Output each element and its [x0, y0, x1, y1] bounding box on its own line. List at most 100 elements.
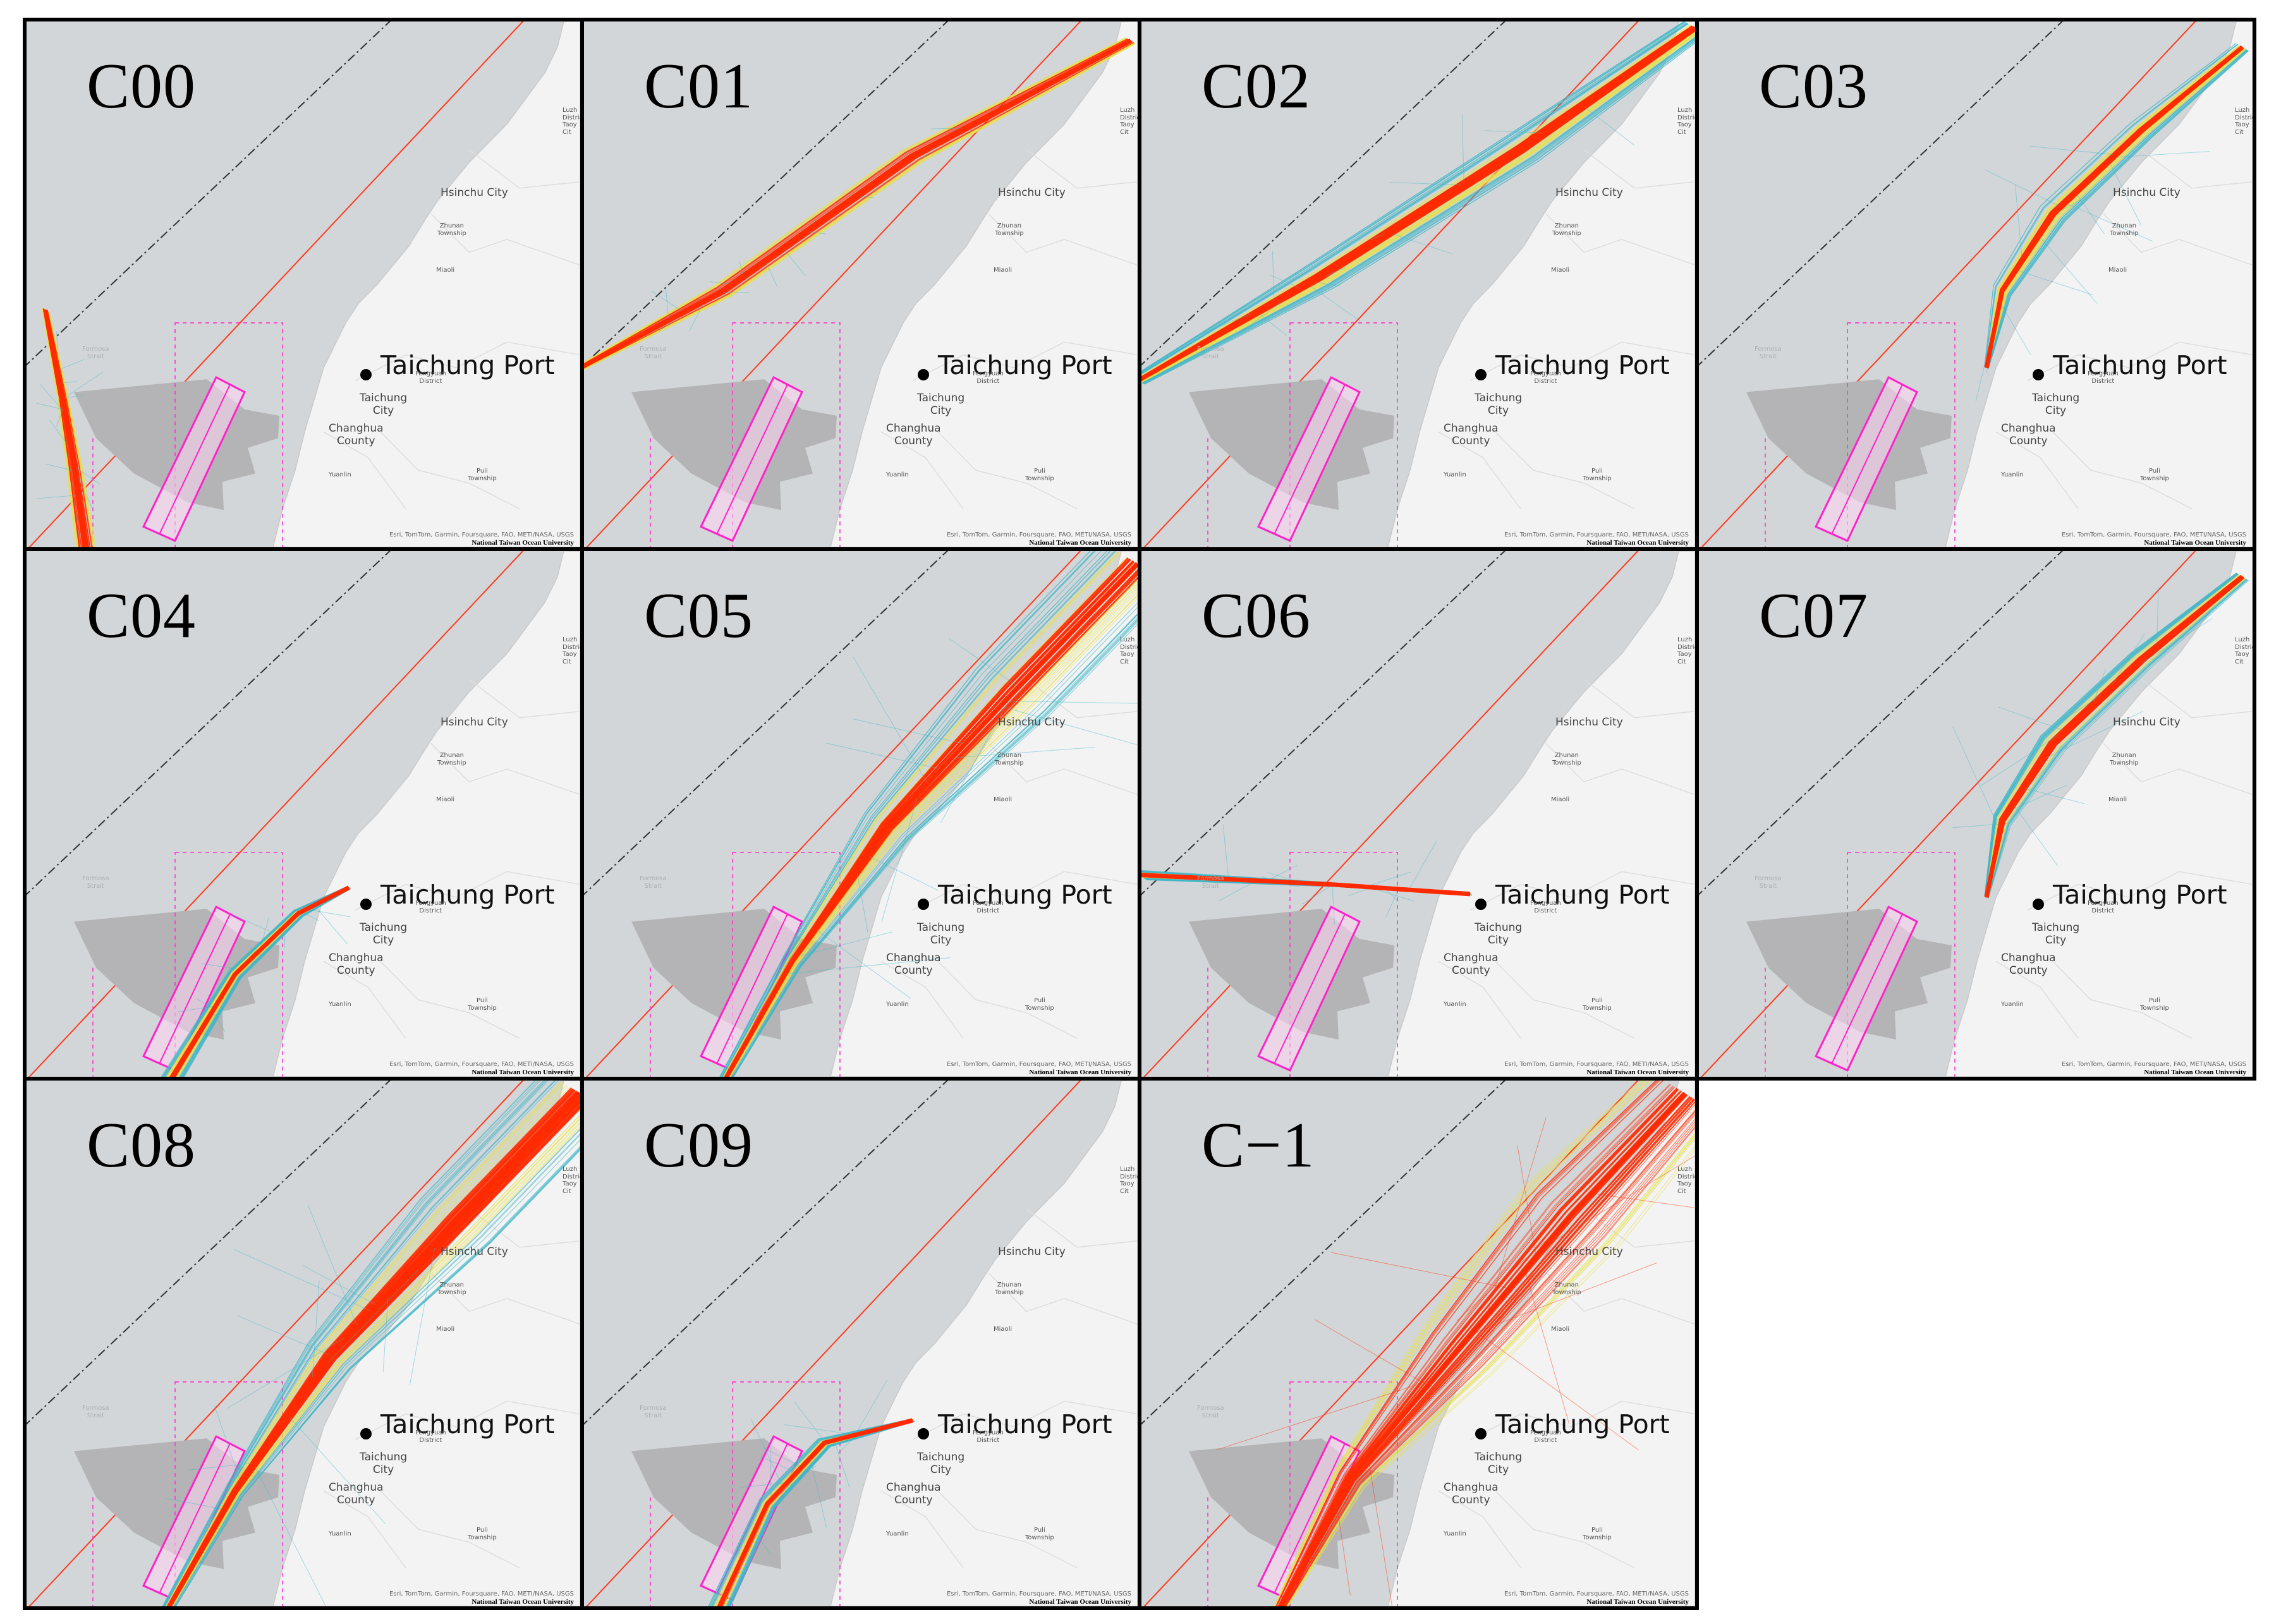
vessel-track-stray	[651, 291, 684, 313]
vessel-track	[173, 1133, 580, 1606]
place-taoyuan: Luzh District Taoy Cit	[1120, 1166, 1141, 1195]
vessel-track	[43, 308, 80, 547]
vessel-track-stray	[1591, 1192, 1695, 1208]
vessel-track	[721, 551, 1111, 1077]
port-label: Taichung Port	[380, 1409, 555, 1439]
place-miaoli: Miaoli	[1551, 796, 1570, 803]
planning-zone	[1289, 322, 1398, 547]
vessel-track	[1985, 573, 2238, 897]
map-canvas	[584, 21, 1138, 547]
vessel-track-stray	[2131, 618, 2213, 670]
panel-label: C07	[1759, 580, 1869, 651]
place-zhunan: Zhunan Township	[1552, 752, 1581, 767]
vessel-track-core	[1984, 45, 2244, 368]
vessel-track	[1141, 25, 1691, 377]
vessel-track	[1985, 45, 2241, 368]
map-panel-c09: C09 Taichung Port Hsinchu City Zhunan Tow…	[580, 1077, 1141, 1610]
vessel-track-stray	[312, 1280, 320, 1382]
land-roads	[323, 679, 580, 1039]
vessel-track	[1985, 574, 2239, 897]
vessel-track-stray	[1005, 700, 1138, 704]
vessel-track-stray	[952, 746, 1095, 758]
place-hsinchu: Hsinchu City	[998, 716, 1066, 729]
place-yuanlin: Yuanlin	[2001, 471, 2024, 478]
map-panel-c00: C00 Taichung Port Hsinchu City Zhunan Tow…	[23, 18, 584, 551]
vessel-track-stray	[2007, 784, 2067, 813]
place-puli: Puli Township	[1583, 997, 1612, 1012]
vessel-track-stray	[785, 957, 951, 974]
vessel-track-stray	[1311, 281, 1341, 287]
port-label: Taichung Port	[380, 350, 555, 380]
vessel-track-stray	[665, 282, 669, 320]
vessel-track-stray	[1985, 169, 2061, 207]
map-canvas	[27, 21, 580, 547]
port-marker	[1475, 899, 1487, 910]
place-yuanlin: Yuanlin	[1444, 1001, 1466, 1008]
vessel-track	[47, 311, 93, 547]
map-credit: Esri, TomTom, Garmin, Foursquare, FAO, M…	[946, 1591, 1131, 1597]
boundary-line	[1143, 551, 1639, 1077]
place-hsinchu: Hsinchu City	[1555, 186, 1623, 199]
place-taichung: Taichung City	[360, 921, 408, 947]
place-zhunan: Zhunan Township	[437, 1282, 466, 1296]
vessel-track-stray	[1315, 1319, 1428, 1386]
traffic-separation-scheme	[1814, 376, 1918, 542]
map-credit: Esri, TomTom, Garmin, Foursquare, FAO, M…	[2061, 1061, 2246, 1068]
place-hsinchu: Hsinchu City	[1555, 716, 1623, 729]
vessel-track-stray	[795, 931, 892, 957]
place-hsinchu: Hsinchu City	[441, 1245, 508, 1258]
vessel-track	[1142, 38, 1695, 384]
vessel-track-stray	[852, 718, 966, 744]
vessel-track-stray	[1517, 1145, 1537, 1257]
map-panel-c02: C02 Taichung Port Hsinchu City Zhunan Tow…	[1138, 18, 1699, 551]
institution-credit: National Taiwan Ocean University	[2144, 1069, 2246, 1076]
vessel-track-stray	[307, 1204, 358, 1328]
vessel-track-stray	[234, 1249, 372, 1312]
vessel-track-stray	[49, 420, 72, 451]
vessel-track	[1141, 35, 1695, 384]
map-credit: Esri, TomTom, Garmin, Foursquare, FAO, M…	[1504, 1591, 1689, 1597]
vessel-track-stray	[1385, 888, 1399, 917]
vessel-track	[719, 551, 1091, 1077]
vessel-track	[1141, 23, 1689, 375]
place-yuanlin: Yuanlin	[1444, 1530, 1466, 1537]
land-area	[1945, 551, 2253, 1077]
vessel-track	[1986, 578, 2246, 898]
place-strait: Formosa Strait	[1197, 1405, 1224, 1419]
place-changhua: Changhua County	[886, 422, 941, 447]
map-canvas	[1141, 551, 1695, 1077]
land-area	[830, 1081, 1138, 1606]
vessel-track	[729, 594, 1138, 1077]
panel-label: C−1	[1201, 1110, 1315, 1181]
vessel-track	[163, 1081, 549, 1606]
vessel-track	[584, 39, 1129, 365]
vessel-track	[1143, 40, 1695, 385]
place-taoyuan: Luzh District Taoy Cit	[563, 1166, 584, 1195]
map-canvas	[27, 551, 580, 1077]
vessel-track	[1988, 579, 2249, 899]
vessel-track	[1987, 49, 2248, 369]
vessel-track-stray	[302, 1264, 378, 1306]
vessel-track-stray	[46, 463, 75, 471]
vessel-track	[1278, 1088, 1678, 1606]
panel-label: C00	[87, 51, 197, 122]
place-fengyuan: Fengyuan District	[1530, 1429, 1561, 1444]
place-taoyuan: Luzh District Taoy Cit	[2235, 107, 2256, 136]
institution-credit: National Taiwan Ocean University	[471, 1069, 574, 1076]
place-hsinchu: Hsinchu City	[2113, 186, 2181, 199]
vessel-track-stray	[769, 1443, 772, 1500]
place-taichung: Taichung City	[1475, 921, 1523, 947]
place-hsinchu: Hsinchu City	[441, 186, 508, 199]
institution-credit: National Taiwan Ocean University	[1586, 539, 1689, 547]
vessel-track	[1275, 1081, 1652, 1606]
vessel-track	[722, 551, 1117, 1077]
vessel-track	[727, 579, 1138, 1077]
boundary-line	[28, 1081, 524, 1606]
vessel-track-stray	[1408, 840, 1437, 890]
vessel-track-stray	[1583, 106, 1635, 146]
place-taoyuan: Luzh District Taoy Cit	[563, 636, 584, 665]
vessel-track-stray	[1218, 880, 1256, 902]
place-fengyuan: Fengyuan District	[1530, 370, 1561, 385]
vessel-track	[1987, 578, 2247, 899]
vessel-track	[166, 1083, 565, 1606]
